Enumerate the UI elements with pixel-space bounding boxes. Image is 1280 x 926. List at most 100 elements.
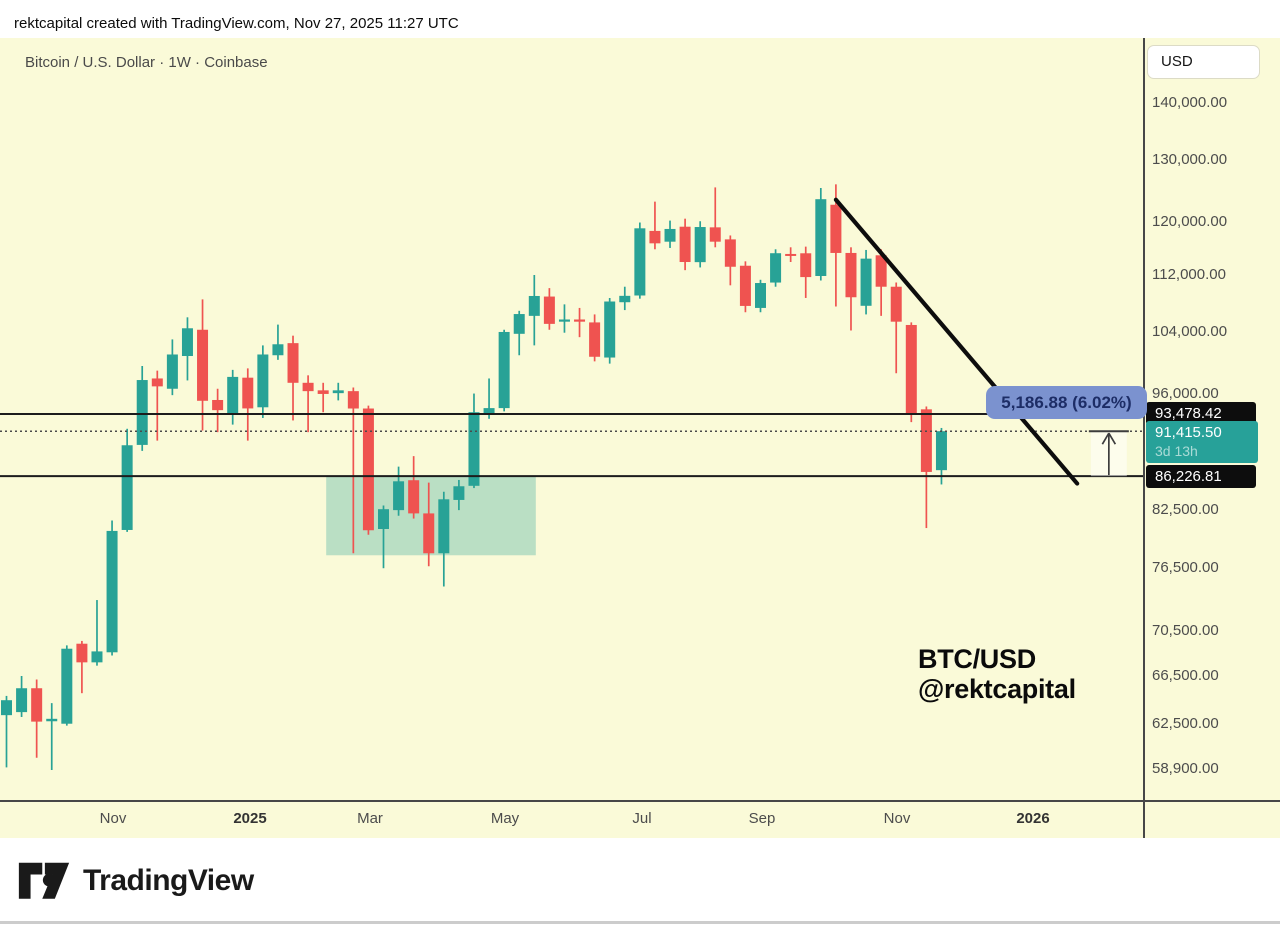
measured-move-label[interactable]: 5,186.88 (6.02%) xyxy=(986,386,1147,419)
price-tick-label: 120,000.00 xyxy=(1152,212,1228,230)
candle-body xyxy=(694,227,706,263)
candle-body xyxy=(468,412,480,486)
annotation-symbol: BTC/USD xyxy=(918,644,1036,674)
price-tick-label: 140,000.00 xyxy=(1152,94,1228,112)
support-price-tag: 86,226.81 xyxy=(1146,465,1256,489)
price-tick-label: 104,000.00 xyxy=(1152,322,1228,340)
downtrend-line xyxy=(833,197,1080,486)
price-tick-label: 130,000.00 xyxy=(1152,151,1228,169)
candle-body xyxy=(920,409,932,472)
candle-body xyxy=(483,408,495,414)
time-tick-label: Jul xyxy=(632,810,652,827)
candle-body xyxy=(890,286,902,322)
time-tick-label: Sep xyxy=(748,810,776,827)
candle-body xyxy=(634,228,646,296)
candle-body xyxy=(46,718,58,722)
price-tick-label: 62,500.00 xyxy=(1152,714,1219,732)
candle-body xyxy=(76,643,88,663)
price-tick-label: 58,900.00 xyxy=(1152,760,1219,778)
time-tick-label: 2026 xyxy=(1016,810,1050,827)
candle-body xyxy=(875,255,887,287)
candle-body xyxy=(543,296,555,324)
candle-body xyxy=(860,258,872,306)
bottom-divider xyxy=(0,921,1280,924)
bar-countdown: 3d 13h xyxy=(1155,443,1198,460)
candle-body xyxy=(845,252,857,298)
attribution-text: rektcapital created with TradingView.com… xyxy=(14,15,459,32)
candle-body xyxy=(935,431,947,471)
chart-background xyxy=(0,38,1280,838)
candle-body xyxy=(679,226,691,263)
candle-body xyxy=(800,253,812,278)
candle-body xyxy=(574,319,586,322)
candle-body xyxy=(362,408,374,531)
candle-body xyxy=(498,331,510,409)
candle-body xyxy=(181,328,193,357)
candle-body xyxy=(1,700,12,716)
candle-body xyxy=(589,322,601,357)
price-tick-label: 82,500.00 xyxy=(1152,501,1219,519)
candle-body xyxy=(453,486,465,500)
candle-body xyxy=(438,499,450,554)
price-tick-label: 66,500.00 xyxy=(1152,666,1219,684)
candle-body xyxy=(378,509,389,530)
chart-watermark-annotation: BTC/USD @rektcapital xyxy=(918,644,1076,704)
candle-body xyxy=(136,380,148,445)
time-tick-label: May xyxy=(490,810,520,827)
candle-body xyxy=(151,378,163,387)
price-axis-separator xyxy=(1143,38,1145,838)
candle-body xyxy=(347,391,359,409)
price-tick-label: 112,000.00 xyxy=(1152,265,1226,283)
candle-body xyxy=(724,239,736,267)
candle-body xyxy=(121,445,133,530)
candle-body xyxy=(227,376,239,414)
candle-body xyxy=(513,314,525,334)
time-tick-label: Nov xyxy=(883,810,911,827)
current-price-value: 91,415.50 xyxy=(1155,424,1222,442)
candle-body xyxy=(905,324,917,415)
candle-body xyxy=(558,319,570,322)
candle-body xyxy=(755,283,766,308)
candle-body xyxy=(619,295,631,303)
candle-body xyxy=(61,648,73,724)
price-tick-label: 70,500.00 xyxy=(1152,622,1219,640)
candle-body xyxy=(830,204,842,253)
candle-body xyxy=(166,354,178,389)
candle-body xyxy=(317,390,329,394)
tradingview-logo-icon xyxy=(18,862,70,899)
candle-body xyxy=(287,343,299,383)
time-tick-label: Nov xyxy=(99,810,127,827)
candle-body xyxy=(242,377,254,409)
time-tick-label: Mar xyxy=(357,810,383,827)
up-arrow-icon xyxy=(1101,432,1110,445)
candle-body xyxy=(302,382,314,392)
current-price-tag: 91,415.50 3d 13h xyxy=(1146,421,1258,464)
candle-body xyxy=(272,344,284,356)
price-tick-label: 96,000.00 xyxy=(1152,384,1219,402)
candle-body xyxy=(664,228,676,242)
up-arrow-icon xyxy=(1108,432,1117,445)
tradingview-branding[interactable]: TradingView xyxy=(18,861,254,901)
price-tick-label: 76,500.00 xyxy=(1152,559,1219,577)
candle-body xyxy=(197,329,209,401)
candle-body xyxy=(393,481,405,511)
tradingview-logo-text: TradingView xyxy=(83,864,254,897)
candle-body xyxy=(408,480,420,514)
candle-body xyxy=(649,230,661,244)
candle-body xyxy=(770,253,782,283)
candle-body xyxy=(257,354,269,408)
time-tick-label: 2025 xyxy=(233,810,267,827)
candle-body xyxy=(815,199,827,276)
candle-body xyxy=(106,530,118,653)
candle-body xyxy=(604,301,616,358)
candle-body xyxy=(709,227,721,242)
symbol-title: Bitcoin / U.S. Dollar · 1W · Coinbase xyxy=(25,54,268,71)
candle-body xyxy=(31,688,43,722)
candle-body xyxy=(16,688,28,713)
candle-body xyxy=(785,253,797,256)
currency-usd-button[interactable]: USD xyxy=(1147,45,1260,79)
candle-body xyxy=(528,295,540,316)
annotation-handle: @rektcapital xyxy=(918,674,1076,704)
